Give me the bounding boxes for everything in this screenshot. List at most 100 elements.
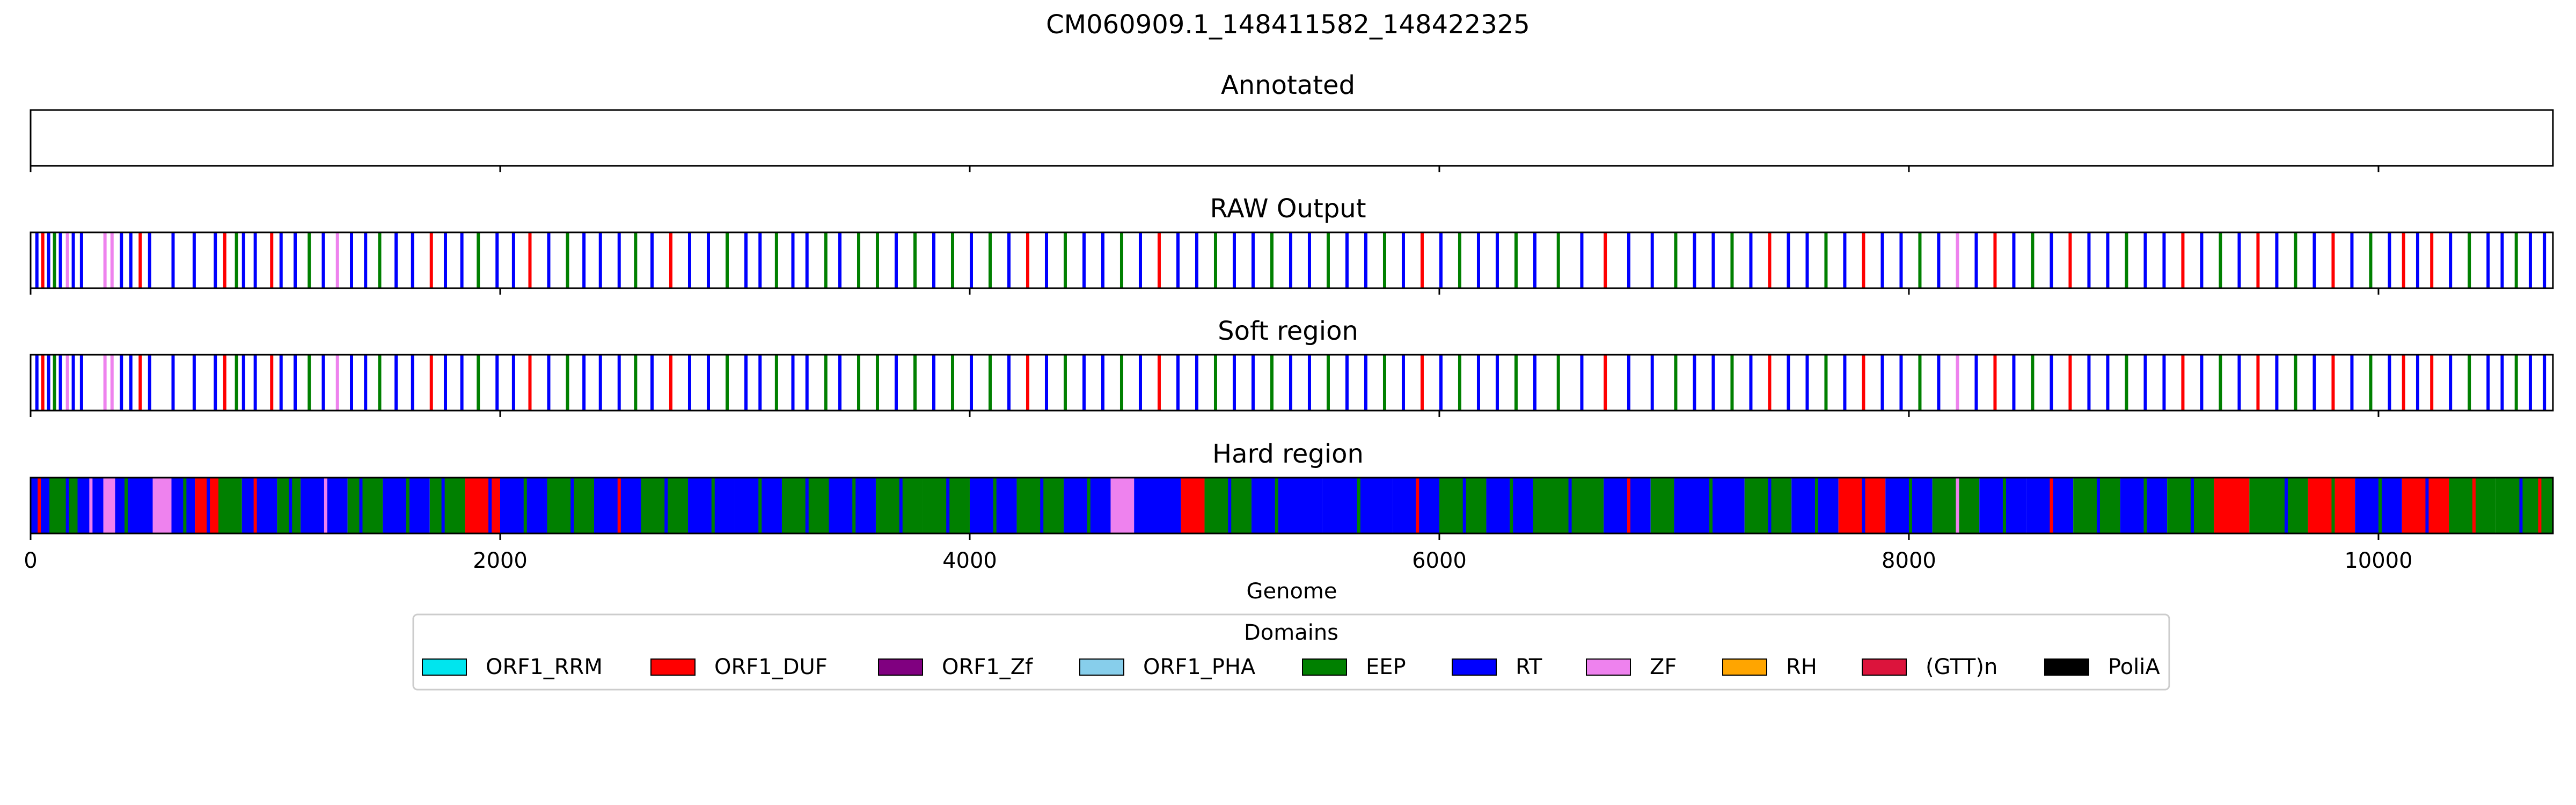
domain-stripe — [488, 478, 492, 533]
domain-stripe — [857, 355, 860, 411]
domain-stripe — [669, 355, 672, 411]
domain-stripe — [547, 355, 551, 411]
domain-stripe — [120, 355, 123, 411]
domain-stripe — [2500, 355, 2504, 411]
domain-stripe — [988, 355, 992, 411]
legend: Domains ORF1_RRM ORF1_DUF ORF1_Zf ORF1_PHA E… — [412, 613, 2170, 691]
domain-stripe — [1768, 232, 1772, 288]
domain-stripe — [2002, 478, 2006, 533]
domain-stripe — [2543, 355, 2546, 411]
domain-stripe — [38, 478, 41, 533]
domain-stripe — [1711, 232, 1715, 288]
domain-stripe — [511, 355, 515, 411]
domain-stripe — [47, 232, 50, 288]
domain-stripe — [1082, 355, 1086, 411]
domain-stripe — [429, 232, 433, 288]
domain-stripe — [1176, 355, 1180, 411]
domain-stripe — [1251, 232, 1255, 288]
domain-stripe — [1974, 232, 1978, 288]
domain-stripe — [2468, 232, 2471, 288]
domain-block — [2167, 478, 2214, 533]
legend-title: Domains — [1244, 620, 1338, 645]
domain-stripe — [1119, 355, 1123, 411]
domain-stripe — [2519, 478, 2523, 533]
domain-stripe — [805, 355, 809, 411]
domain-stripe — [1880, 355, 1884, 411]
domain-stripe — [1401, 355, 1405, 411]
domain-stripe — [2237, 232, 2241, 288]
domain-stripe — [2449, 355, 2453, 411]
domain-stripe — [725, 232, 729, 288]
x-tick-labels: 0 2000 4000 6000 8000 10000 — [24, 548, 2412, 573]
track-title: RAW Output — [1210, 194, 1366, 224]
domain-stripe — [2143, 478, 2147, 533]
domain-stripe — [894, 355, 898, 411]
domain-stripe — [1157, 478, 1161, 533]
domain-stripe — [110, 232, 114, 288]
domain-stripe — [1345, 232, 1349, 288]
legend-label: RH — [1786, 655, 1817, 679]
domain-stripe — [183, 478, 187, 533]
domain-stripe — [2378, 478, 2382, 533]
domain-stripe — [241, 355, 245, 411]
domain-stripe — [969, 355, 973, 411]
domain-stripe — [279, 355, 283, 411]
domain-stripe — [1568, 478, 1572, 533]
domain-stripe — [41, 355, 45, 411]
domain-stripe — [528, 232, 532, 288]
domain-stripe — [477, 355, 480, 411]
domain-stripe — [1326, 232, 1330, 288]
domain-stripe — [1495, 232, 1499, 288]
track-hard-region: Hard region — [30, 439, 2554, 540]
domain-stripe — [138, 232, 142, 288]
domain-stripe — [2125, 232, 2128, 288]
domain-stripe — [988, 232, 992, 288]
domain-stripe — [1787, 232, 1790, 288]
domain-stripe — [1270, 232, 1274, 288]
domain-stripe — [1880, 232, 1884, 288]
domain-stripe — [1401, 232, 1405, 288]
domain-stripe — [79, 232, 83, 288]
domain-block — [1251, 478, 1322, 533]
domain-stripe — [1974, 355, 1978, 411]
domain-stripe — [2350, 232, 2354, 288]
domain-stripe — [279, 232, 283, 288]
domain-stripe — [1026, 355, 1029, 411]
domain-stripe — [364, 232, 368, 288]
domain-stripe — [566, 232, 569, 288]
domain-stripe — [1993, 355, 1997, 411]
domain-stripe — [1956, 355, 1959, 411]
domain-stripe — [1157, 232, 1161, 288]
domain-stripe — [321, 355, 325, 411]
domain-stripe — [2468, 355, 2471, 411]
domain-stripe — [2331, 355, 2335, 411]
domain-stripe — [53, 355, 56, 411]
domain-stripe — [110, 355, 114, 411]
x-tick-label: 6000 — [1412, 548, 1467, 573]
domain-stripe — [2237, 355, 2241, 411]
domain-stripe — [192, 355, 196, 411]
domain-stripe — [1805, 232, 1809, 288]
legend-swatch — [1302, 658, 1347, 676]
domain-stripe — [758, 232, 762, 288]
domain-stripe — [1176, 232, 1180, 288]
domain-stripe — [1364, 355, 1367, 411]
domain-stripe — [321, 232, 325, 288]
track-frame — [30, 109, 2554, 167]
domain-stripe — [774, 355, 778, 411]
domain-stripe — [1007, 232, 1011, 288]
domain-stripe — [2331, 232, 2335, 288]
domain-block — [1791, 478, 1839, 533]
domain-stripe — [441, 478, 445, 533]
domain-stripe — [744, 355, 748, 411]
domain-block — [1063, 478, 1111, 533]
domain-stripe — [1514, 355, 1518, 411]
domain-stripe — [171, 232, 175, 288]
domain-stripe — [1157, 355, 1161, 411]
domain-stripe — [253, 232, 257, 288]
legend-swatch — [2044, 658, 2089, 676]
domain-stripe — [460, 232, 464, 288]
legend-label: ORF1_DUF — [714, 655, 828, 679]
domain-stripe — [1007, 355, 1011, 411]
